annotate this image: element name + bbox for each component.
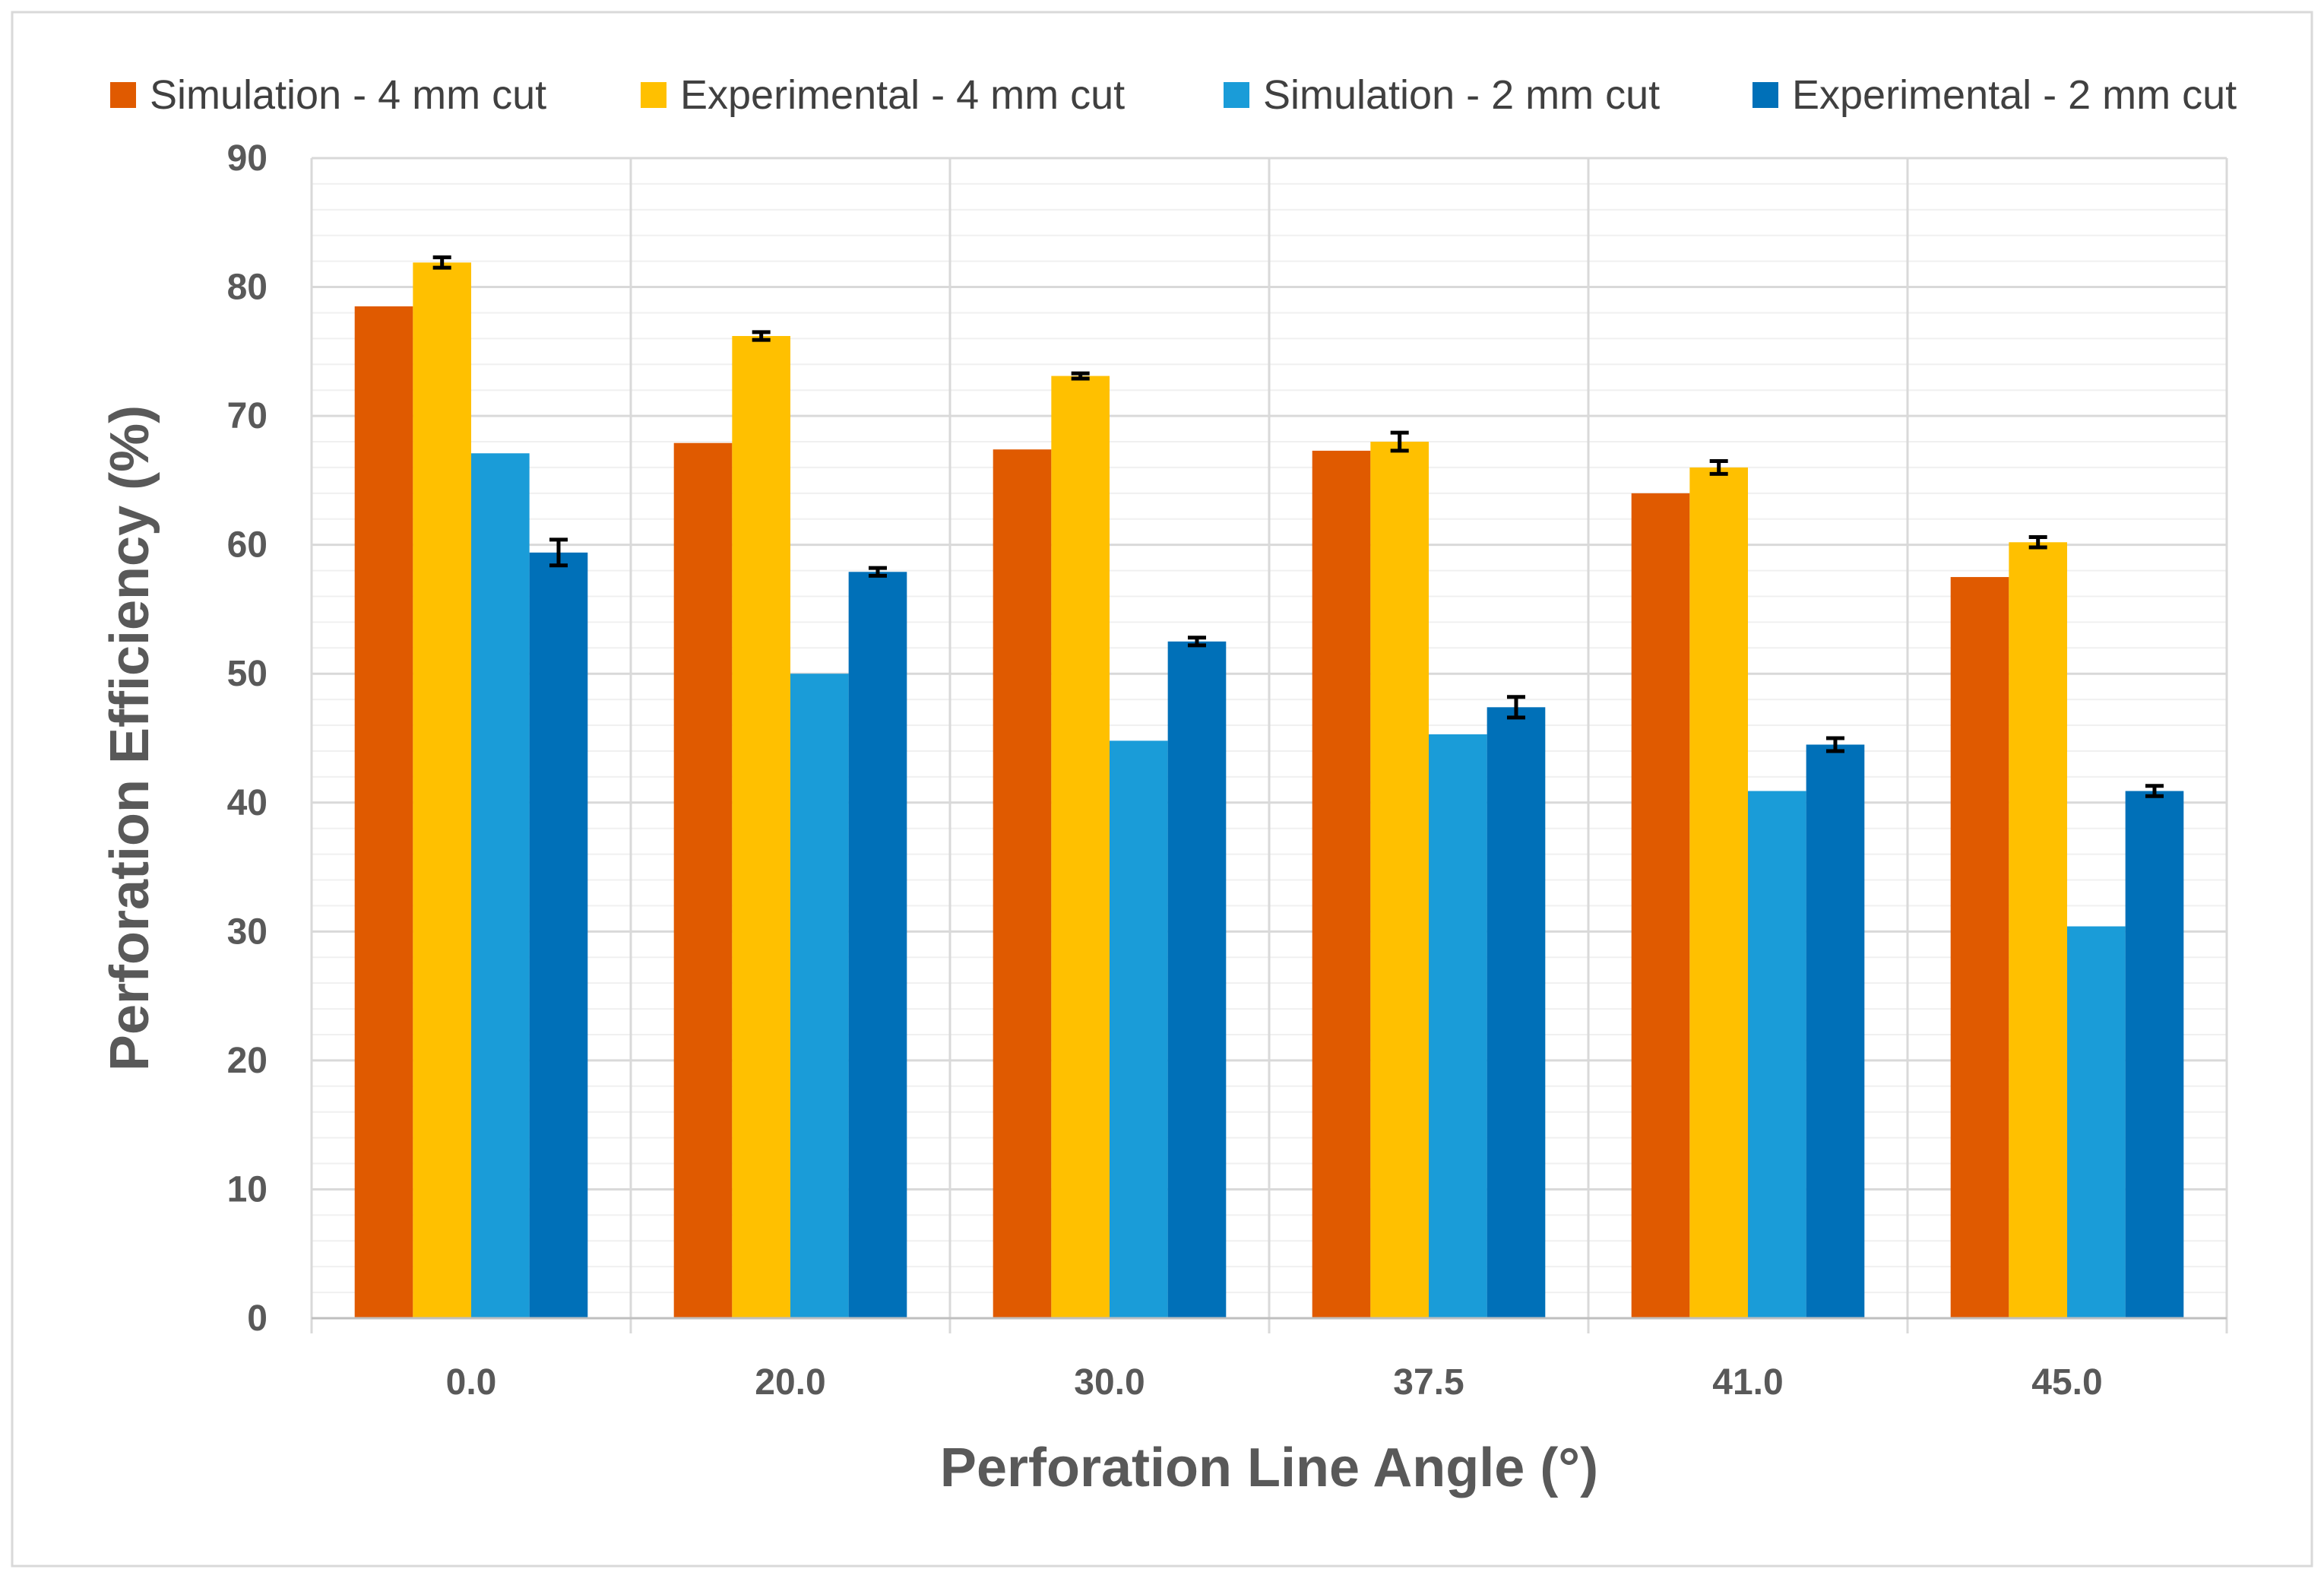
bar xyxy=(1748,791,1806,1318)
y-tick-label: 40 xyxy=(227,783,268,823)
y-tick-label: 30 xyxy=(227,911,268,952)
x-tick-label: 45.0 xyxy=(2031,1362,2102,1403)
bar xyxy=(2067,926,2126,1318)
x-tick-label: 0.0 xyxy=(446,1362,497,1403)
bar xyxy=(673,442,733,1318)
y-tick-label: 50 xyxy=(227,654,268,694)
error-bars xyxy=(432,255,2164,798)
bar xyxy=(1631,493,1690,1318)
bar xyxy=(1110,740,1168,1318)
y-tick-label: 90 xyxy=(227,138,268,179)
bar xyxy=(1950,577,2009,1318)
legend-swatch xyxy=(641,82,666,108)
bar xyxy=(1370,442,1429,1318)
y-axis-title: Perforation Efficiency (%) xyxy=(100,405,160,1071)
bar xyxy=(790,674,849,1318)
legend: Simulation - 4 mm cut Experimental - 4 mm… xyxy=(110,72,2237,118)
y-tick-label: 10 xyxy=(227,1169,268,1209)
bar xyxy=(1312,450,1371,1318)
bar xyxy=(1806,744,1865,1318)
bar xyxy=(732,335,790,1318)
bar xyxy=(354,306,413,1318)
y-tick-label: 70 xyxy=(227,396,268,436)
bar xyxy=(848,572,907,1318)
bar xyxy=(1051,376,1110,1319)
x-tick-labels: 0.0 20.0 30.0 37.5 41.0 45.0 xyxy=(446,1362,2103,1403)
y-tick-label: 20 xyxy=(227,1041,268,1081)
y-tick-label: 80 xyxy=(227,268,268,308)
bar xyxy=(2009,542,2067,1318)
bar xyxy=(2125,791,2184,1318)
legend-label: Experimental - 4 mm cut xyxy=(680,72,1125,118)
bar xyxy=(529,552,588,1318)
legend-label: Simulation - 4 mm cut xyxy=(150,72,546,118)
bar xyxy=(413,262,471,1319)
bar xyxy=(993,449,1052,1318)
bar xyxy=(1689,467,1748,1318)
bar xyxy=(1167,641,1227,1318)
y-tick-labels: 0 10 20 30 40 50 60 70 80 90 xyxy=(227,138,268,1339)
y-tick-label: 0 xyxy=(247,1298,268,1339)
legend-label: Simulation - 2 mm cut xyxy=(1263,72,1660,118)
x-tick-label: 20.0 xyxy=(755,1362,825,1403)
x-tick-label: 41.0 xyxy=(1712,1362,1783,1403)
bar xyxy=(471,453,530,1318)
bar xyxy=(1487,707,1546,1318)
x-tick-label: 30.0 xyxy=(1074,1362,1145,1403)
legend-swatch xyxy=(1752,82,1778,108)
bars xyxy=(354,262,2184,1319)
x-axis-title: Perforation Line Angle (°) xyxy=(940,1438,1598,1498)
bar xyxy=(1429,734,1487,1318)
legend-swatch xyxy=(1224,82,1249,108)
category-gridlines xyxy=(310,158,2228,1333)
y-tick-label: 60 xyxy=(227,525,268,566)
legend-label: Experimental - 2 mm cut xyxy=(1792,72,2237,118)
x-tick-label: 37.5 xyxy=(1393,1362,1464,1403)
legend-swatch xyxy=(110,82,136,108)
